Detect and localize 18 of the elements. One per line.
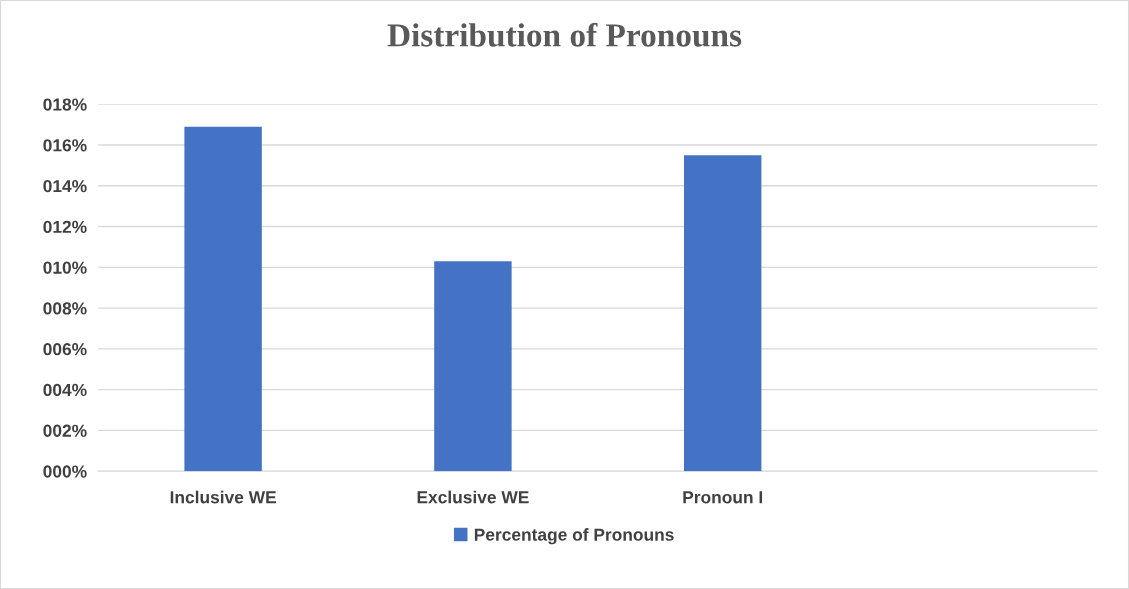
y-tick-label: 018% [43,98,87,111]
y-tick-label: 014% [43,179,87,193]
x-tick-label: Pronoun I [683,491,763,504]
y-tick-label: 008% [43,302,87,315]
y-tick-label: 000% [43,465,87,478]
bar [434,261,512,472]
x-tick-label: Inclusive WE [170,490,276,504]
bar [683,155,762,472]
x-tick-label: Exclusive WE [417,490,529,504]
y-tick-label: 010% [43,261,87,274]
y-tick-label: 016% [43,139,87,152]
bar [184,126,262,472]
y-tick-label: 004% [43,383,87,397]
chart-title: Distribution of Pronouns [387,22,742,47]
y-tick-label: 002% [43,424,87,437]
y-tick-label: 006% [43,343,87,356]
y-tick-label: 012% [43,220,87,234]
legend-label: Percentage of Pronouns [474,528,674,545]
